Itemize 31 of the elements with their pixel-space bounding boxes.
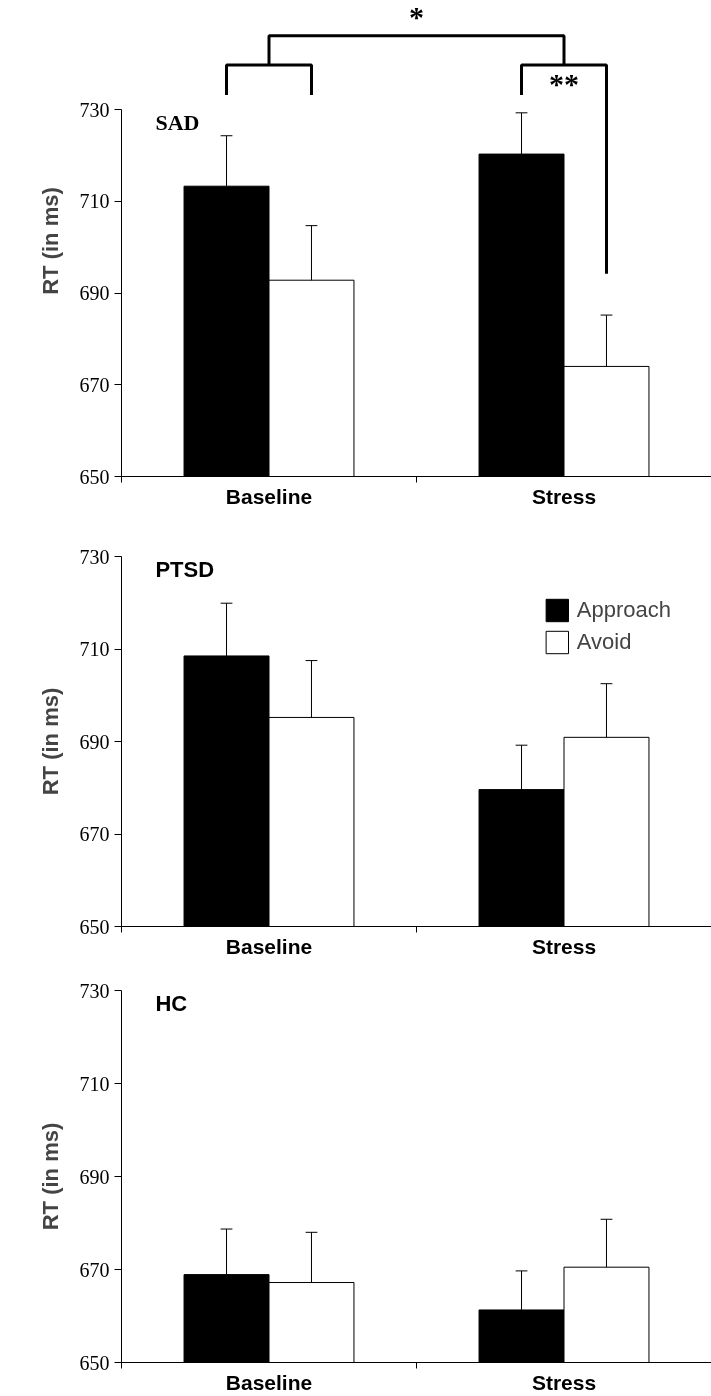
y-tick-label: 730 — [79, 979, 110, 1002]
chart-title: SAD — [155, 109, 200, 135]
y-tick-label: 670 — [79, 1258, 110, 1281]
y-tick-label: 730 — [79, 98, 110, 121]
chart-title: HC — [155, 990, 188, 1016]
y-tick-label: 690 — [79, 282, 110, 305]
y-axis-title: RT (in ms) — [37, 1122, 63, 1231]
y-tick-label: 710 — [79, 638, 110, 660]
x-tick-label: Stress — [531, 484, 597, 508]
y-tick-label: 670 — [79, 823, 110, 845]
x-tick-label: Baseline — [225, 934, 313, 958]
y-axis-title: RT (in ms) — [37, 187, 63, 295]
y-tick-label: 650 — [79, 1351, 110, 1374]
y-tick-label: 650 — [79, 465, 110, 488]
text: * — [409, 0, 424, 34]
y-tick-label: 710 — [79, 1072, 110, 1095]
x-tick-label: Stress — [531, 934, 597, 958]
y-axis-title: RT (in ms) — [37, 687, 63, 796]
legend-label: Approach — [576, 597, 671, 623]
y-tick-label: 710 — [79, 190, 110, 213]
y-tick-label: 650 — [79, 915, 110, 938]
chart-title: PTSD — [155, 556, 215, 582]
y-tick-label: 670 — [79, 373, 110, 396]
text: ** — [549, 66, 579, 100]
y-tick-label: 690 — [79, 1165, 110, 1188]
x-tick-label: Baseline — [225, 484, 313, 508]
legend-label: Avoid — [576, 629, 632, 655]
y-tick-label: 730 — [79, 545, 110, 568]
y-tick-label: 690 — [79, 730, 110, 753]
x-tick-label: Stress — [531, 1370, 597, 1394]
x-tick-label: Baseline — [225, 1370, 313, 1394]
